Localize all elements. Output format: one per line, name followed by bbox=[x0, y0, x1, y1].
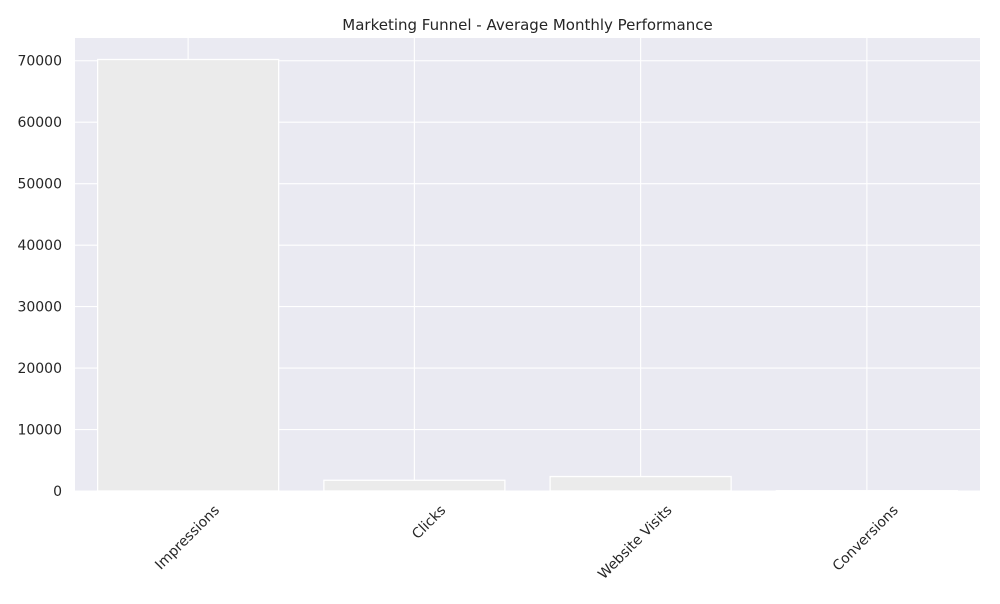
y-tick-label: 20000 bbox=[17, 361, 62, 377]
x-tick-label: Impressions bbox=[152, 503, 223, 574]
y-tick-label: 10000 bbox=[17, 423, 62, 439]
bar-website-visits bbox=[550, 477, 731, 491]
y-axis-ticks: 0 10000 20000 30000 40000 50000 60000 70000 bbox=[17, 54, 62, 500]
x-tick-label: Website Visits bbox=[595, 503, 675, 583]
x-axis-ticks: Impressions Clicks Website Visits Conversio… bbox=[152, 503, 901, 583]
y-tick-label: 40000 bbox=[17, 238, 62, 254]
x-tick-label: Clicks bbox=[409, 503, 449, 543]
x-tick-label: Conversions bbox=[830, 503, 902, 575]
y-tick-label: 30000 bbox=[17, 300, 62, 316]
y-tick-label: 50000 bbox=[17, 177, 62, 193]
bar-impressions bbox=[98, 60, 279, 491]
y-tick-label: 60000 bbox=[17, 115, 62, 131]
bar-clicks bbox=[324, 480, 505, 491]
y-tick-label: 0 bbox=[53, 484, 62, 500]
chart-title: Marketing Funnel - Average Monthly Perfo… bbox=[342, 16, 712, 34]
y-tick-label: 70000 bbox=[17, 54, 62, 70]
